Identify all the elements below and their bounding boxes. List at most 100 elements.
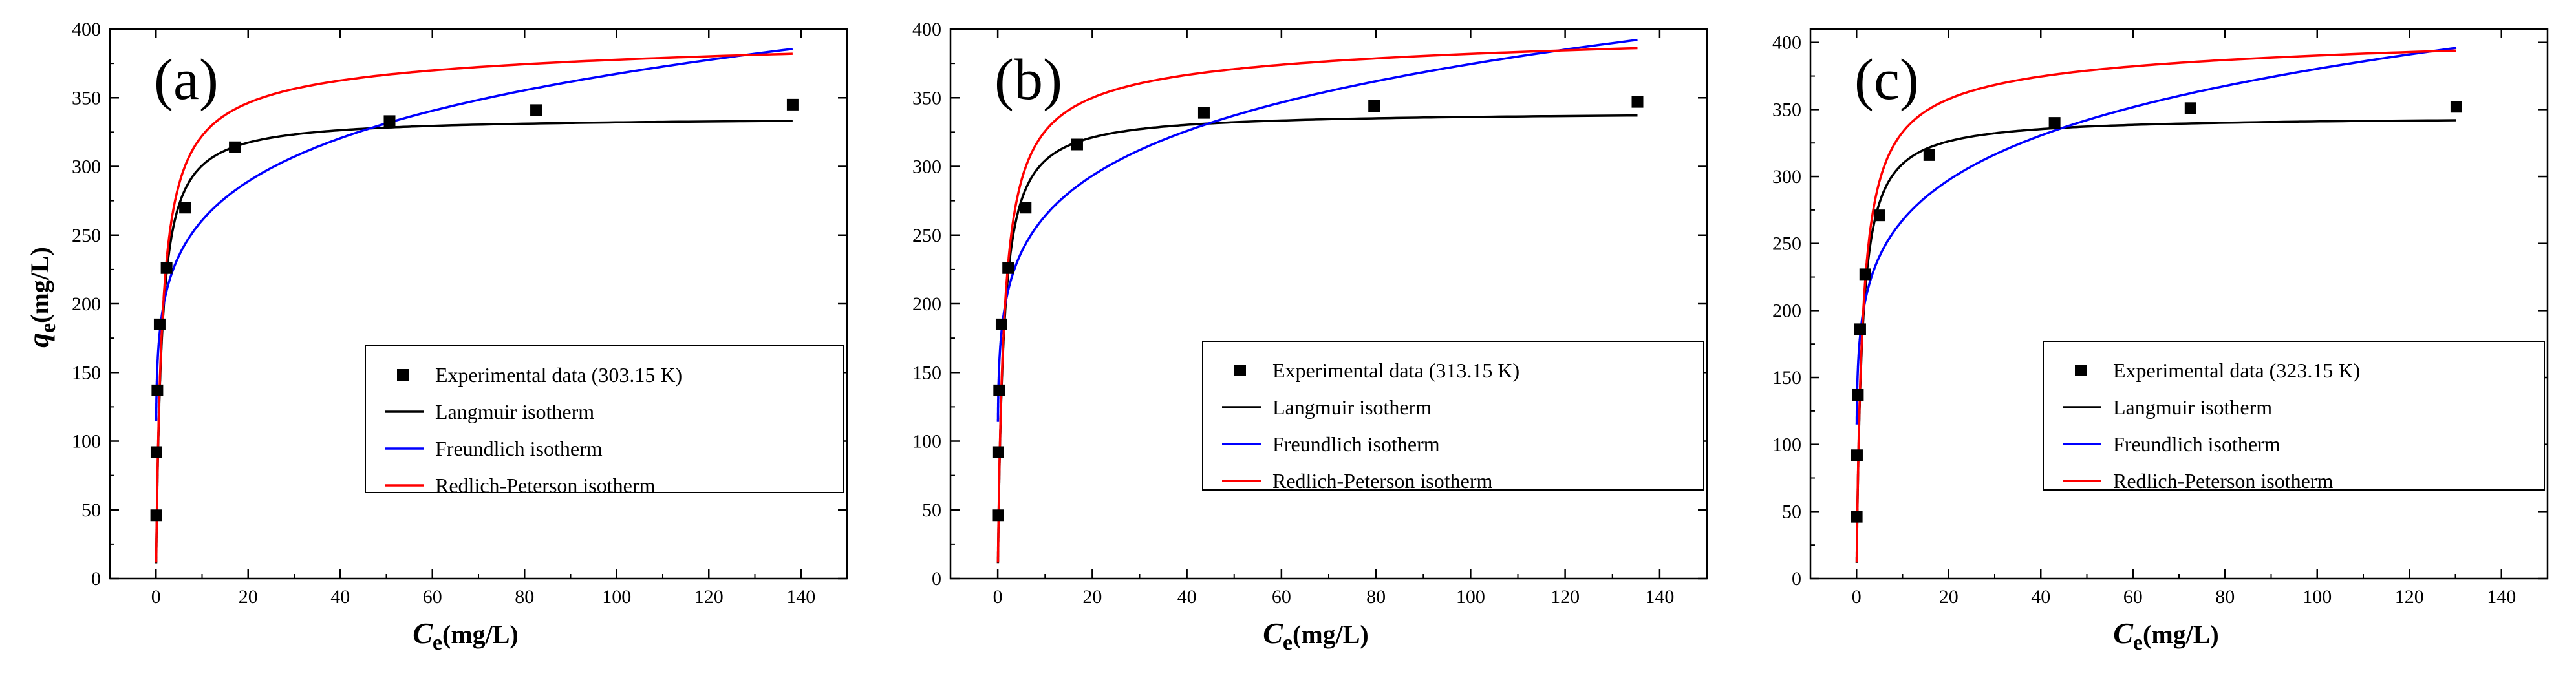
y-tick-label: 400 (72, 19, 101, 40)
x-tick-label: 60 (2123, 586, 2143, 608)
data-point (151, 384, 164, 396)
x-axis-unit: (mg/L) (442, 620, 519, 649)
plot-frame (1809, 28, 2549, 580)
x-tick-label: 40 (2031, 586, 2050, 608)
y-tick-label: 200 (72, 293, 101, 315)
panel-c: 0 20 40 60 80 100 120 140 0 50 100 150 200 250 300 350 4… (1772, 28, 2549, 655)
x-axis-unit: (mg/L) (1293, 620, 1369, 649)
legend-label: Experimental data (313.15 K) (1272, 359, 1519, 382)
legend-label: Langmuir isotherm (2113, 396, 2272, 419)
y-tick-label: 350 (912, 87, 941, 109)
legend-label: Redlich-Peterson isotherm (2113, 469, 2333, 493)
y-tick-label: 300 (1772, 166, 1801, 187)
y-axis-title: qe(mg/L) (22, 247, 60, 348)
y-tick-label: 150 (1772, 367, 1801, 388)
x-tick-label: 140 (1645, 586, 1674, 608)
y-tick-label: 0 (91, 568, 101, 589)
panel-label: (b) (994, 48, 1062, 112)
data-point (530, 104, 542, 116)
data-point (2048, 117, 2061, 129)
y-tick-label: 400 (1772, 32, 1801, 54)
data-point (1852, 388, 1864, 401)
x-tick-label: 40 (330, 586, 350, 608)
x-tick-label: 100 (2302, 586, 2332, 608)
x-tick-label: 0 (993, 586, 1003, 608)
data-point (1859, 268, 1871, 281)
curve-langmuir (996, 114, 1638, 564)
legend-label: Experimental data (303.15 K) (435, 363, 682, 387)
data-point (1851, 449, 1863, 461)
data-point (993, 384, 1005, 396)
x-axis-title: Ce(mg/L) (1263, 617, 1369, 655)
y-tick-label: 0 (932, 568, 941, 589)
data-point (1851, 511, 1863, 523)
data-point (1020, 202, 1032, 214)
legend-label: Redlich-Peterson isotherm (1272, 469, 1492, 493)
y-tick-label: 100 (912, 431, 941, 452)
panel-a: 0 20 40 60 80 100 120 140 0 50 100 150 200 250 300 350 4… (22, 19, 848, 655)
y-tick-label: 250 (1772, 233, 1801, 255)
legend-label: Experimental data (323.15 K) (2113, 359, 2360, 382)
panel-label: (c) (1854, 48, 1919, 112)
y-tick-label: 350 (72, 87, 101, 109)
data-point (1071, 138, 1083, 151)
legend-marker (1234, 365, 1246, 376)
x-axis-sub: e (2133, 631, 2143, 655)
x-tick-label: 80 (515, 586, 534, 608)
panel-label: (a) (154, 48, 219, 112)
y-tick-label: 250 (72, 225, 101, 246)
x-tick-label: 120 (1551, 586, 1580, 608)
data-point (1002, 262, 1014, 274)
x-tick-label: 20 (239, 586, 258, 608)
data-point (153, 318, 166, 330)
x-tick-label: 20 (1939, 586, 1959, 608)
data-point (179, 202, 191, 214)
y-tick-label: 300 (912, 156, 941, 178)
y-tick-label: 50 (1782, 501, 1801, 522)
x-axis-sub: e (1283, 631, 1293, 655)
x-axis-unit: (mg/L) (2143, 620, 2219, 649)
data-point (160, 262, 173, 274)
x-tick-label: 0 (151, 586, 161, 608)
x-tick-label: 60 (1272, 586, 1291, 608)
legend-label: Langmuir isotherm (435, 400, 594, 423)
legend-box (365, 345, 844, 493)
data-point (992, 446, 1004, 458)
data-point (229, 141, 241, 153)
y-tick-label: 0 (1792, 568, 1801, 589)
y-tick-label: 300 (72, 156, 101, 178)
y-tick-label: 200 (1772, 300, 1801, 321)
data-point (995, 318, 1007, 330)
panel-b: 0 20 40 60 80 100 120 140 0 50 100 150 200 250 300 350 4… (912, 19, 1708, 655)
data-point (786, 98, 799, 111)
data-point (1854, 323, 1866, 335)
y-tick-label: 200 (912, 293, 941, 315)
legend-marker (2075, 365, 2087, 376)
legend-box (2043, 341, 2545, 491)
legend-label: Redlich-Peterson isotherm (435, 474, 655, 497)
x-tick-label: 20 (1082, 586, 1102, 608)
x-tick-label: 100 (1456, 586, 1485, 608)
legend-label: Langmuir isotherm (1272, 396, 1432, 419)
data-point (1631, 96, 1644, 108)
x-tick-label: 100 (602, 586, 631, 608)
x-axis-var: C (2113, 617, 2134, 650)
x-axis-title: Ce(mg/L) (2113, 617, 2219, 655)
legend-label: Freundlich isotherm (2113, 432, 2281, 456)
y-tick-label: 400 (912, 19, 941, 40)
x-tick-label: 140 (786, 586, 815, 608)
y-tick-label: 50 (922, 500, 941, 521)
x-axis-title: Ce(mg/L) (413, 617, 519, 655)
x-axis-var: C (1263, 617, 1283, 650)
x-tick-label: 120 (2395, 586, 2424, 608)
x-axis-var: C (413, 617, 433, 650)
plot-frame (949, 28, 1708, 580)
data-point (383, 115, 396, 127)
x-axis-sub: e (433, 631, 442, 655)
legend-box (1202, 341, 1704, 491)
legend-marker (397, 369, 409, 381)
y-axis-sub: e (36, 323, 60, 333)
data-point (1197, 107, 1210, 119)
